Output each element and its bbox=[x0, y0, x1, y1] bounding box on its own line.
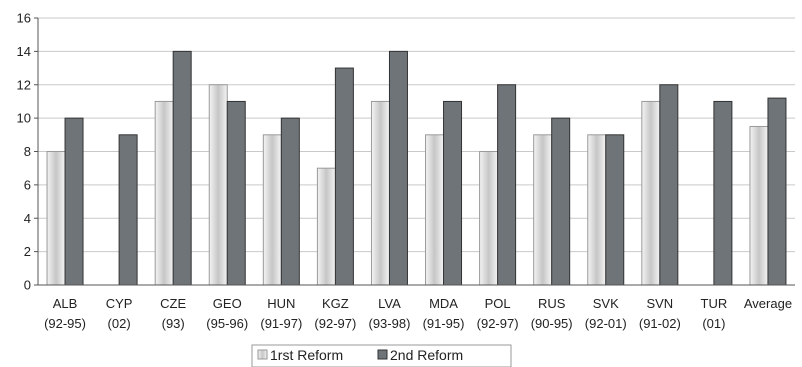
gridlines bbox=[38, 17, 795, 253]
bar-second-reform-mda bbox=[443, 100, 463, 286]
y-tick-label: 8 bbox=[24, 144, 31, 159]
x-category-period: (01) bbox=[702, 316, 725, 331]
x-category-period: (91-02) bbox=[639, 316, 681, 331]
bar-second-reform-cyp bbox=[118, 134, 138, 286]
bar-second-reform-pol bbox=[497, 84, 517, 286]
bar-second-reform-rus bbox=[551, 117, 571, 286]
x-category-code: SVK bbox=[593, 296, 619, 311]
bar-second-reform-cze bbox=[172, 50, 192, 286]
x-category-period: (92-97) bbox=[314, 316, 356, 331]
x-category-period: (93) bbox=[162, 316, 185, 331]
x-category-period: (92-01) bbox=[585, 316, 627, 331]
bars bbox=[46, 50, 787, 286]
y-tick-label: 10 bbox=[17, 111, 31, 126]
legend-label-first-reform: 1rst Reform bbox=[270, 347, 343, 363]
x-category-code: KGZ bbox=[322, 296, 349, 311]
bar-second-reform-svk bbox=[605, 134, 625, 286]
y-tick-label: 4 bbox=[24, 211, 31, 226]
x-category-period: (92-97) bbox=[477, 316, 519, 331]
bar-first-reform-lva bbox=[370, 100, 390, 286]
x-category-code: Average bbox=[744, 296, 792, 311]
y-tick-label: 16 bbox=[17, 11, 31, 26]
bar-first-reform-geo bbox=[208, 84, 228, 286]
x-category-code: LVA bbox=[378, 296, 401, 311]
bar-second-reform-tur bbox=[713, 100, 733, 286]
axes bbox=[37, 18, 795, 286]
x-category-code: POL bbox=[485, 296, 511, 311]
x-category-period: (91-95) bbox=[423, 316, 465, 331]
bar-second-reform-kgz bbox=[334, 67, 354, 286]
legend: 1rst Reform 2nd Reform bbox=[251, 344, 512, 367]
bar-first-reform-svn bbox=[641, 100, 661, 286]
x-category-code: RUS bbox=[538, 296, 566, 311]
legend-swatch-first-reform bbox=[257, 349, 268, 360]
y-tick-label: 14 bbox=[17, 44, 31, 59]
bar-second-reform-geo bbox=[226, 100, 246, 286]
y-tick-label: 12 bbox=[17, 77, 31, 92]
x-category-period: (91-97) bbox=[260, 316, 302, 331]
x-category-period: (93-98) bbox=[369, 316, 411, 331]
bar-first-reform-pol bbox=[479, 151, 499, 286]
bar-first-reform-kgz bbox=[316, 167, 336, 286]
x-category-code: GEO bbox=[213, 296, 242, 311]
x-category-period: (90-95) bbox=[531, 316, 573, 331]
x-category-code: SVN bbox=[646, 296, 673, 311]
bar-first-reform-svk bbox=[587, 134, 607, 286]
y-axis-ticks: 0 2 4 6 8 10 12 14 16 bbox=[17, 11, 38, 293]
bar-first-reform-average bbox=[749, 125, 769, 286]
bar-second-reform-hun bbox=[280, 117, 300, 286]
x-category-code: MDA bbox=[429, 296, 458, 311]
y-tick-label: 0 bbox=[24, 278, 31, 293]
bar-second-reform-alb bbox=[64, 117, 84, 286]
bar-first-reform-alb bbox=[46, 151, 66, 286]
x-category-period: (92-95) bbox=[44, 316, 86, 331]
x-axis-categories: ALB (92-95) CYP (02) CZE (93) GEO (95-96) HUN (91… bbox=[44, 296, 792, 331]
x-category-code: CYP bbox=[106, 296, 133, 311]
legend-label-second-reform: 2nd Reform bbox=[390, 347, 463, 363]
x-category-period: (95-96) bbox=[206, 316, 248, 331]
bar-first-reform-hun bbox=[262, 134, 282, 286]
bar-first-reform-cze bbox=[154, 100, 174, 286]
x-category-code: TUR bbox=[701, 296, 728, 311]
x-category-period: (02) bbox=[108, 316, 131, 331]
bar-second-reform-svn bbox=[659, 84, 679, 286]
x-category-code: ALB bbox=[53, 296, 78, 311]
bar-second-reform-lva bbox=[388, 50, 408, 286]
bar-first-reform-mda bbox=[425, 134, 445, 286]
y-tick-label: 2 bbox=[24, 244, 31, 259]
bar-first-reform-rus bbox=[533, 134, 553, 286]
legend-swatch-second-reform bbox=[377, 349, 388, 360]
x-category-code: CZE bbox=[160, 296, 186, 311]
x-category-code: HUN bbox=[267, 296, 295, 311]
bar-second-reform-average bbox=[767, 97, 787, 286]
y-tick-label: 6 bbox=[24, 177, 31, 192]
